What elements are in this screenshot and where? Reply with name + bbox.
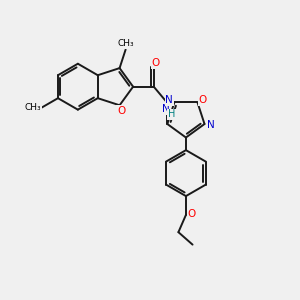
Text: O: O <box>117 106 125 116</box>
Text: H: H <box>168 109 175 119</box>
Text: N: N <box>206 121 214 130</box>
Text: N: N <box>162 104 170 114</box>
Text: O: O <box>152 58 160 68</box>
Text: O: O <box>199 95 207 105</box>
Text: O: O <box>188 209 196 219</box>
Text: CH₃: CH₃ <box>118 39 134 48</box>
Text: N: N <box>165 95 173 105</box>
Text: CH₃: CH₃ <box>25 103 41 112</box>
